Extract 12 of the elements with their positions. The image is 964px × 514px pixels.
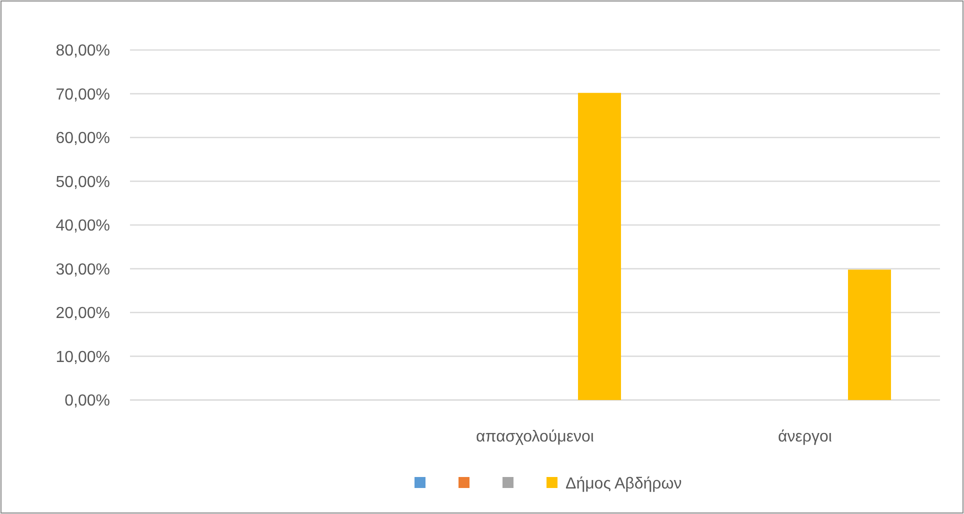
y-tick-label: 60,00%	[56, 130, 110, 148]
x-tick-label: άνεργοι	[778, 428, 832, 446]
y-tick-label: 0,00%	[64, 392, 110, 410]
y-tick-label: 20,00%	[56, 305, 110, 322]
y-tick-label: 80,00%	[56, 42, 110, 60]
legend-label: Δήμος Αβδήρων	[566, 476, 682, 493]
y-tick-label: 10,00%	[56, 348, 110, 366]
y-tick-label: 40,00%	[56, 218, 110, 235]
x-tick-label: απασχολούμενοι	[476, 428, 594, 446]
y-tick-label: 30,00%	[56, 261, 110, 278]
y-tick-label: 50,00%	[56, 174, 110, 191]
y-tick-label: 70,00%	[56, 86, 110, 104]
